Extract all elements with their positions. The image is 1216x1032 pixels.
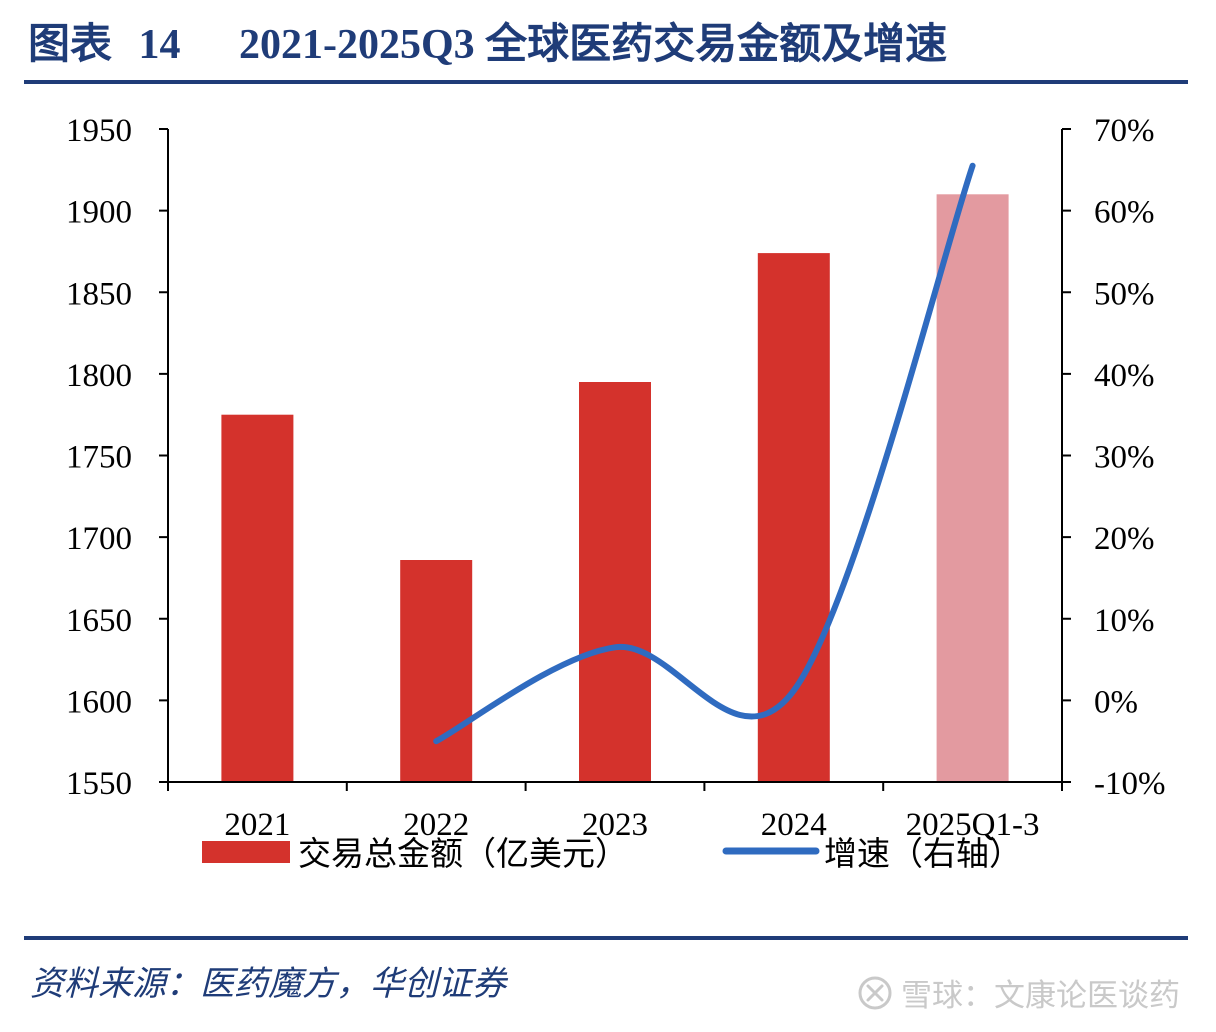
bar-2021 [221,414,294,782]
figure-title-text: 2021-2025Q3 全球医药交易金额及增速 [239,22,948,68]
right-tick-label: 30% [1094,440,1155,476]
right-tick-label: -10% [1094,766,1165,802]
right-tick-label: 40% [1094,358,1155,394]
left-tick-label: 1850 [66,276,132,312]
left-tick-label: 1650 [66,603,132,639]
snowball-logo-icon [858,976,892,1009]
x-tick-label: 2022 [403,807,469,843]
footer-divider [24,936,1188,940]
right-tick-label: 20% [1094,521,1155,557]
combo-chart: 1550 1600 1650 1700 1750 1800 1850 1900 1950 -10%… [66,113,1165,873]
left-tick-label: 1700 [66,521,132,557]
left-tick-label: 1950 [66,113,132,149]
watermark: 雪球：文康论医谈药 [857,970,1180,1015]
right-tick-label: 0% [1094,684,1138,720]
x-tick-label: 2024 [761,807,827,843]
title-divider [24,80,1188,84]
axes-layer [159,128,1071,791]
right-tick-label: 10% [1094,603,1155,639]
bar-2022 [400,560,473,782]
left-tick-label: 1900 [66,195,132,231]
legend-bar-swatch [202,841,290,863]
watermark-text: 雪球：文康论医谈药 [901,978,1180,1014]
growth-line-layer [433,162,976,745]
left-tick-label: 1750 [66,440,132,476]
figure-number: 14 [138,22,181,68]
legend-line-label: 增速（右轴） [824,834,1022,873]
right-tick-label: 50% [1094,276,1155,312]
x-tick-label: 2021 [224,807,290,843]
bar-2023 [579,382,651,782]
left-tick-label: 1550 [66,766,132,802]
figure-label: 图表 [28,22,113,68]
left-tick-label: 1800 [66,358,132,394]
figure-title: 图表 14 2021-2025Q3 全球医药交易金额及增速 [28,14,947,76]
growth-line [433,162,976,745]
x-tick-label: 2025Q1-3 [906,807,1040,843]
left-tick-label: 1600 [66,684,132,720]
x-tick-label: 2023 [582,807,648,843]
bars-layer [221,194,1009,783]
legend: 交易总金额（亿美元） 增速（右轴） [202,834,1022,873]
bar-2025q1-3 [936,194,1009,783]
bar-2024 [757,253,830,783]
source-note: 资料来源：医药魔方，华创证券 [30,964,506,1004]
right-tick-label: 60% [1094,195,1155,231]
tick-labels-layer: 1550 1600 1650 1700 1750 1800 1850 1900 1950 -10%… [66,113,1165,843]
right-tick-label: 70% [1094,113,1155,149]
legend-bar-label: 交易总金额（亿美元） [298,834,628,873]
